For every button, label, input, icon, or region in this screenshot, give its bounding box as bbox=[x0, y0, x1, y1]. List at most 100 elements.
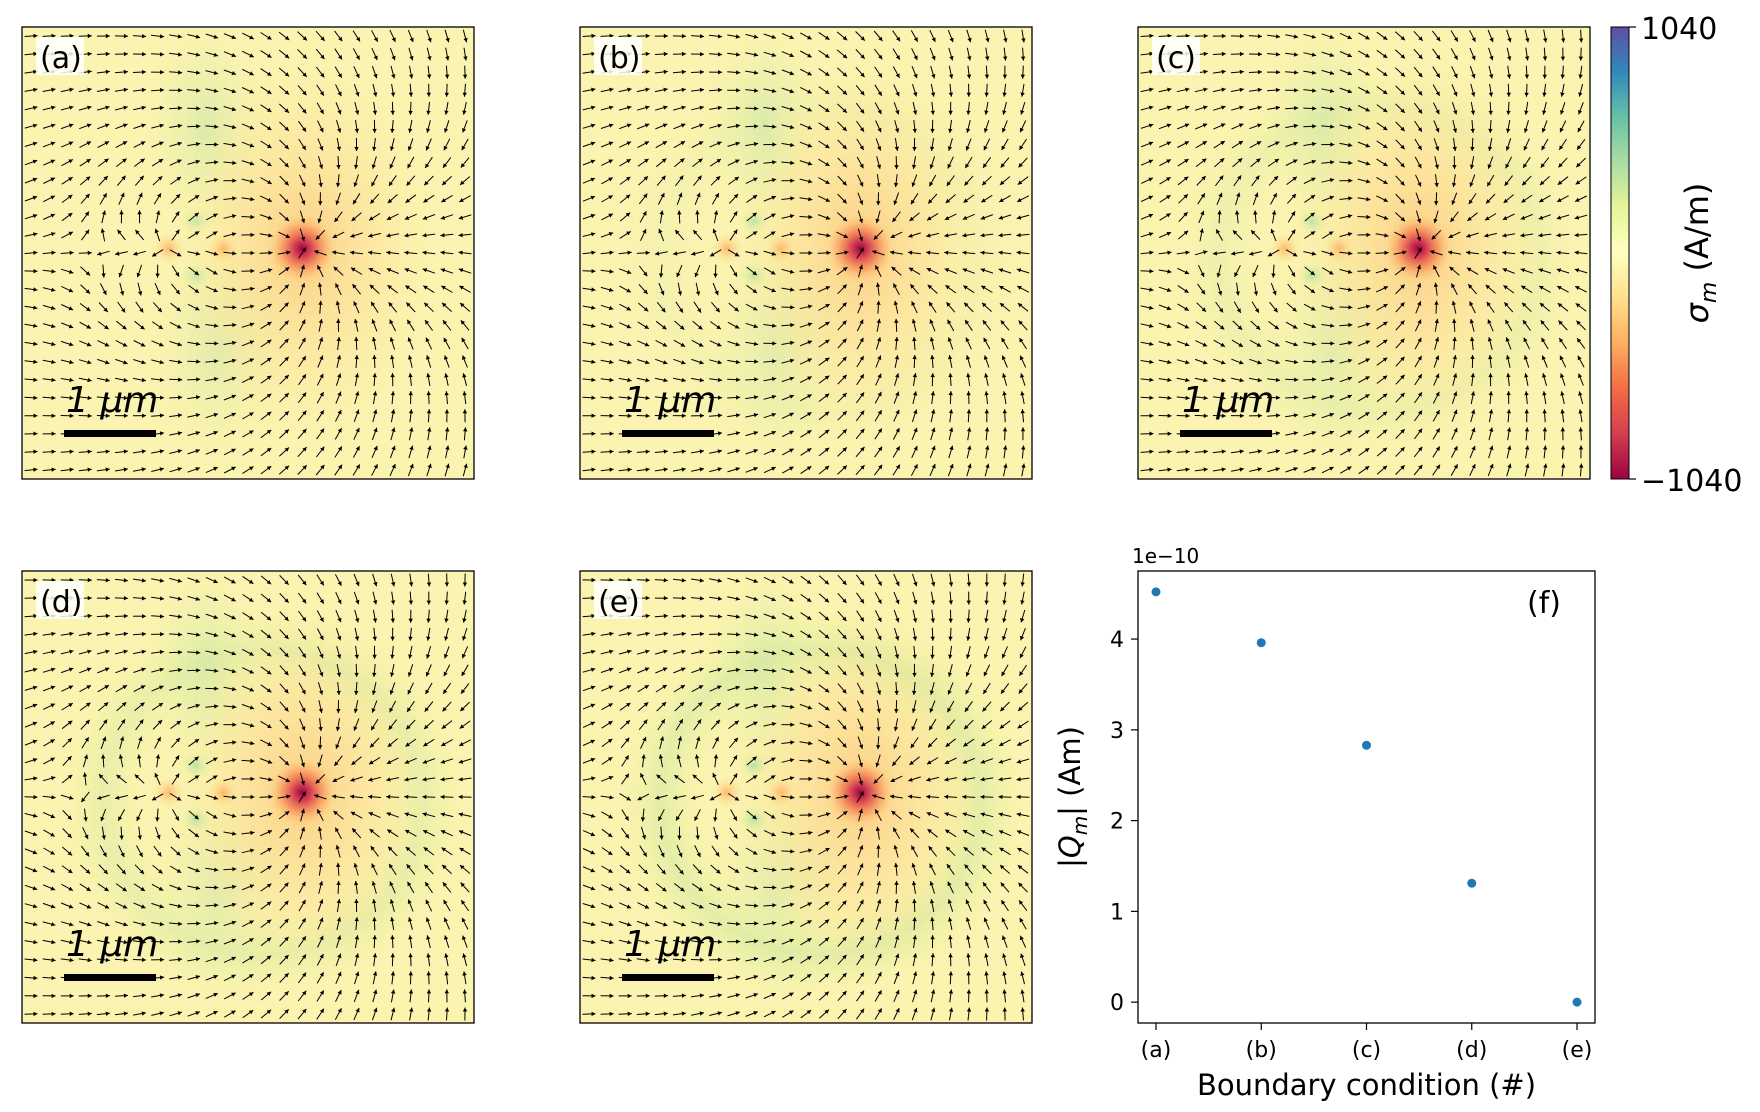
quiver-arrowhead bbox=[51, 957, 56, 963]
quiver-arrowhead bbox=[461, 917, 466, 923]
quiver-arrowhead bbox=[51, 649, 56, 654]
quiver-arrowhead bbox=[695, 210, 700, 215]
quiver-arrowhead bbox=[735, 52, 741, 57]
quiver-arrowhead bbox=[1382, 429, 1388, 434]
quiver-arrowhead bbox=[140, 325, 145, 330]
quiver-arrowhead bbox=[1002, 373, 1007, 378]
quiver-arrowhead bbox=[1522, 302, 1527, 308]
quiver-arrowhead bbox=[1149, 250, 1154, 255]
quiver-arrowhead bbox=[302, 580, 307, 586]
quiver-arrowhead bbox=[1257, 87, 1262, 93]
quiver-arrowhead bbox=[591, 467, 596, 472]
quiver-arrowhead bbox=[423, 847, 429, 852]
quiver-arrowhead bbox=[1523, 145, 1528, 151]
quiver-arrowhead bbox=[895, 373, 900, 378]
quiver-arrowhead bbox=[301, 374, 306, 379]
quiver-arrowhead bbox=[826, 250, 831, 255]
quiver-arrowhead bbox=[1542, 74, 1547, 79]
quiver-arrowhead bbox=[626, 269, 632, 274]
quiver-arrowhead bbox=[444, 409, 450, 414]
quiver-arrowhead bbox=[1270, 228, 1275, 234]
quiver-arrowhead bbox=[369, 829, 374, 834]
quiver-arrowhead bbox=[213, 614, 218, 620]
quiver-arrowhead bbox=[662, 123, 668, 128]
quiver-arrowhead bbox=[443, 145, 448, 151]
quiver-arrowhead bbox=[981, 198, 986, 203]
quiver-arrowhead bbox=[1293, 34, 1299, 39]
quiver-arrowhead bbox=[875, 218, 880, 224]
quiver-arrowhead bbox=[51, 467, 56, 472]
quiver-arrowhead bbox=[141, 377, 146, 383]
quiver-arrowhead bbox=[1148, 213, 1153, 218]
quiver-arrowhead bbox=[212, 231, 218, 236]
quiver-arrowhead bbox=[1417, 182, 1422, 187]
quiver-arrowhead bbox=[930, 146, 935, 151]
quiver-arrowhead bbox=[68, 868, 73, 873]
quiver-arrowhead bbox=[1200, 272, 1205, 277]
quiver-arrowhead bbox=[69, 449, 74, 454]
quiver-arrowhead bbox=[409, 74, 414, 79]
quiver-arrowhead bbox=[643, 176, 648, 181]
quiver-arrowhead bbox=[983, 337, 988, 343]
field-green-spot bbox=[180, 805, 213, 834]
quiver-arrowhead bbox=[736, 377, 741, 382]
quiver-arrowhead bbox=[84, 834, 89, 840]
quiver-arrowhead bbox=[69, 649, 74, 654]
quiver-arrowhead bbox=[67, 756, 72, 761]
quiver-arrowhead bbox=[337, 128, 342, 133]
quiver-arrowhead bbox=[1400, 338, 1405, 343]
quiver-arrowhead bbox=[1218, 192, 1223, 198]
quiver-arrowhead bbox=[100, 228, 105, 233]
quiver-arrowhead bbox=[231, 956, 236, 961]
quiver-arrowhead bbox=[1365, 89, 1370, 94]
quiver-arrowhead bbox=[391, 427, 396, 432]
quiver-arrowhead bbox=[408, 373, 413, 378]
quiver-arrowhead bbox=[908, 233, 913, 238]
quiver-arrowhead bbox=[462, 600, 467, 605]
quiver-arrowhead bbox=[1556, 268, 1562, 273]
quiver-arrowhead bbox=[1383, 197, 1388, 202]
quiver-arrowhead bbox=[426, 953, 431, 958]
quiver-arrowhead bbox=[441, 847, 446, 852]
quiver-arrowhead bbox=[1329, 376, 1335, 382]
quiver-arrowhead bbox=[753, 467, 758, 472]
quiver-arrowhead bbox=[33, 776, 38, 781]
quiver-arrowhead bbox=[213, 52, 219, 57]
quiver-arrowhead bbox=[302, 428, 307, 434]
quiver-arrowhead bbox=[1001, 337, 1006, 343]
quiver-arrowhead bbox=[318, 844, 323, 849]
quiver-arrowhead bbox=[1185, 449, 1190, 454]
quiver-arrowhead bbox=[87, 940, 92, 945]
quiver-arrowhead bbox=[681, 51, 686, 57]
quiver-arrowhead bbox=[372, 355, 377, 360]
quiver-arrowhead bbox=[626, 306, 631, 311]
quiver-arrowhead bbox=[1273, 307, 1278, 313]
quiver-arrowhead bbox=[87, 33, 92, 39]
quiver-arrowhead bbox=[249, 107, 254, 112]
quiver-arrowhead bbox=[51, 250, 56, 255]
quiver-arrowhead bbox=[354, 672, 359, 677]
quiver-arrowhead bbox=[1451, 200, 1456, 205]
quiver-arrowhead bbox=[998, 268, 1004, 273]
quiver-arrowhead bbox=[138, 852, 143, 857]
quiver-arrowhead bbox=[1149, 431, 1154, 436]
quiver-arrowhead bbox=[1185, 395, 1190, 401]
quiver-arrowhead bbox=[1506, 92, 1511, 97]
quiver-arrowhead bbox=[1329, 52, 1334, 57]
quiver-arrowhead bbox=[913, 427, 918, 433]
quiver-arrowhead bbox=[387, 285, 392, 290]
quiver-arrowhead bbox=[681, 87, 686, 92]
quiver-arrowhead bbox=[842, 411, 847, 416]
quiver-arrowhead bbox=[1452, 373, 1458, 378]
quiver-arrowhead bbox=[1507, 37, 1512, 43]
field-panel-d: (d)1 μm bbox=[21, 570, 475, 1024]
quiver-arrowhead bbox=[370, 846, 375, 851]
quiver-arrowhead bbox=[930, 92, 936, 97]
quiver-arrowhead bbox=[332, 794, 337, 799]
quiver-arrowhead bbox=[390, 355, 395, 360]
quiver-arrowhead bbox=[231, 974, 236, 979]
quiver-arrowhead bbox=[753, 159, 758, 164]
quiver-arrowhead bbox=[1435, 127, 1440, 133]
quiver-arrowhead bbox=[1525, 463, 1530, 468]
quiver-arrowhead bbox=[87, 595, 92, 601]
